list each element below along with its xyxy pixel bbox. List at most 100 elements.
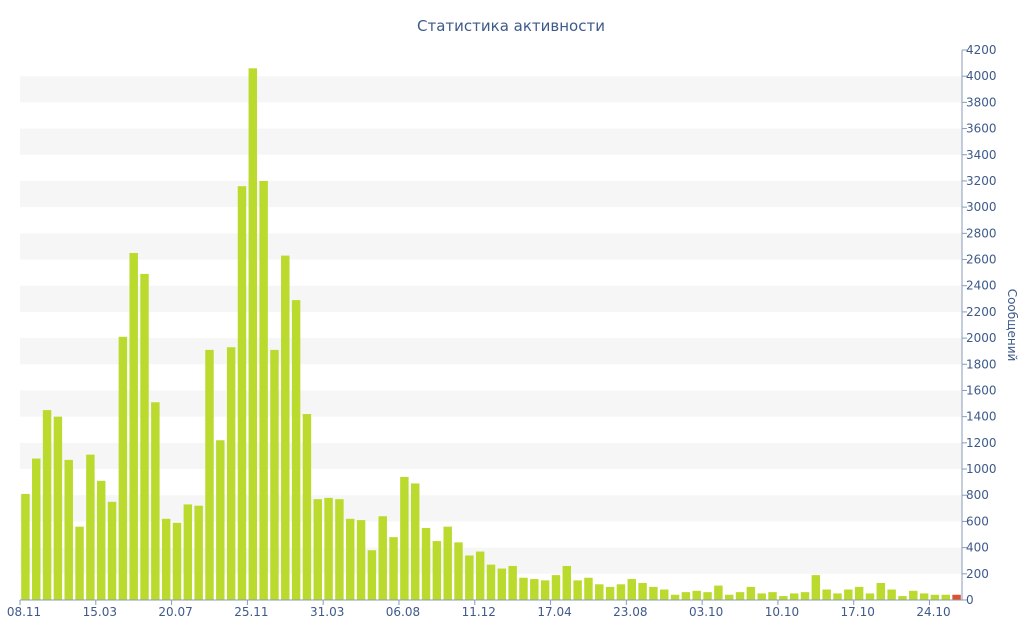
bar[interactable] (172, 522, 182, 600)
bar[interactable] (681, 592, 691, 600)
bar[interactable] (627, 579, 636, 600)
bar[interactable] (107, 501, 117, 600)
bar[interactable] (540, 580, 550, 600)
bar[interactable] (757, 593, 766, 600)
bar[interactable] (53, 416, 63, 600)
bar[interactable] (64, 459, 73, 600)
grid-band (20, 285, 962, 312)
bar[interactable] (400, 476, 409, 600)
bar[interactable] (378, 516, 387, 600)
bar[interactable] (335, 499, 344, 600)
bar[interactable] (649, 586, 658, 600)
y-tick-label: 3200 (966, 174, 997, 188)
bar[interactable] (96, 480, 106, 600)
bar[interactable] (811, 575, 821, 600)
grid-band (20, 442, 962, 470)
bar[interactable] (562, 565, 572, 600)
grid-band (20, 233, 962, 260)
bar[interactable] (216, 440, 225, 600)
bar[interactable] (270, 349, 279, 600)
bar[interactable] (42, 410, 52, 600)
bar[interactable] (703, 592, 712, 600)
y-tick-label: 3600 (966, 122, 997, 136)
bar[interactable] (454, 542, 463, 600)
bar[interactable] (346, 518, 355, 600)
bar[interactable] (800, 592, 810, 600)
bar[interactable] (226, 347, 236, 600)
bar[interactable] (497, 568, 507, 600)
bar[interactable] (876, 582, 886, 600)
bar[interactable] (291, 300, 301, 600)
bar[interactable] (259, 180, 268, 600)
bar[interactable] (324, 497, 333, 600)
grid-band (20, 338, 962, 365)
bar[interactable] (75, 526, 84, 600)
bar[interactable] (367, 550, 377, 600)
bar[interactable] (789, 593, 799, 600)
bar[interactable] (248, 68, 258, 600)
bar[interactable] (724, 594, 734, 600)
bar[interactable] (595, 584, 604, 600)
bar[interactable] (475, 551, 485, 600)
bar[interactable] (86, 454, 95, 600)
bar[interactable] (616, 584, 626, 600)
bar[interactable] (281, 255, 290, 600)
bar[interactable] (389, 537, 398, 600)
bar[interactable] (670, 594, 680, 600)
bar[interactable] (161, 518, 171, 600)
bar[interactable] (584, 577, 593, 600)
x-tick-label: 25.11 (234, 605, 268, 619)
bar[interactable] (735, 592, 745, 600)
bar[interactable] (605, 586, 615, 600)
bar[interactable] (854, 586, 864, 600)
bar[interactable] (530, 579, 539, 600)
bar[interactable] (887, 589, 896, 600)
bar-series (21, 68, 961, 601)
bar[interactable] (486, 564, 496, 600)
bar[interactable] (21, 493, 30, 600)
bar[interactable] (909, 590, 918, 600)
bar[interactable] (118, 336, 128, 600)
bar[interactable] (465, 555, 474, 600)
bar[interactable] (898, 596, 907, 600)
bar[interactable] (833, 593, 842, 600)
bar[interactable] (941, 594, 950, 600)
bar[interactable] (508, 565, 517, 600)
bar[interactable] (421, 527, 431, 600)
bar[interactable] (822, 589, 831, 600)
bar[interactable] (844, 589, 853, 600)
bar[interactable] (692, 590, 701, 600)
x-tick-label: 24.10 (916, 605, 950, 619)
bar[interactable] (129, 252, 138, 601)
bar[interactable] (660, 589, 669, 600)
bar[interactable] (32, 458, 41, 600)
bar[interactable] (432, 541, 442, 600)
bar[interactable] (952, 594, 961, 600)
bar[interactable] (313, 499, 322, 600)
bar[interactable] (302, 414, 312, 600)
x-tick-label: 08.11 (7, 605, 41, 619)
bar[interactable] (865, 593, 875, 600)
bar[interactable] (151, 402, 160, 600)
y-tick-label: 4000 (966, 69, 997, 83)
bar[interactable] (930, 594, 940, 600)
bar[interactable] (573, 580, 582, 600)
bar[interactable] (237, 186, 247, 600)
bar[interactable] (919, 593, 929, 600)
y-tick-label: 4200 (966, 43, 997, 57)
bar[interactable] (194, 505, 203, 600)
bar[interactable] (356, 520, 366, 600)
bar[interactable] (410, 483, 420, 600)
bar[interactable] (140, 273, 149, 600)
bar[interactable] (183, 504, 193, 600)
bar[interactable] (779, 596, 788, 600)
bar[interactable] (768, 592, 777, 600)
bar[interactable] (714, 585, 723, 600)
bar[interactable] (443, 526, 452, 600)
bar[interactable] (519, 577, 528, 600)
x-tick-label: 15.03 (83, 605, 117, 619)
bar[interactable] (205, 349, 214, 600)
bar[interactable] (746, 586, 756, 600)
bar[interactable] (638, 582, 647, 600)
bar[interactable] (551, 575, 561, 600)
